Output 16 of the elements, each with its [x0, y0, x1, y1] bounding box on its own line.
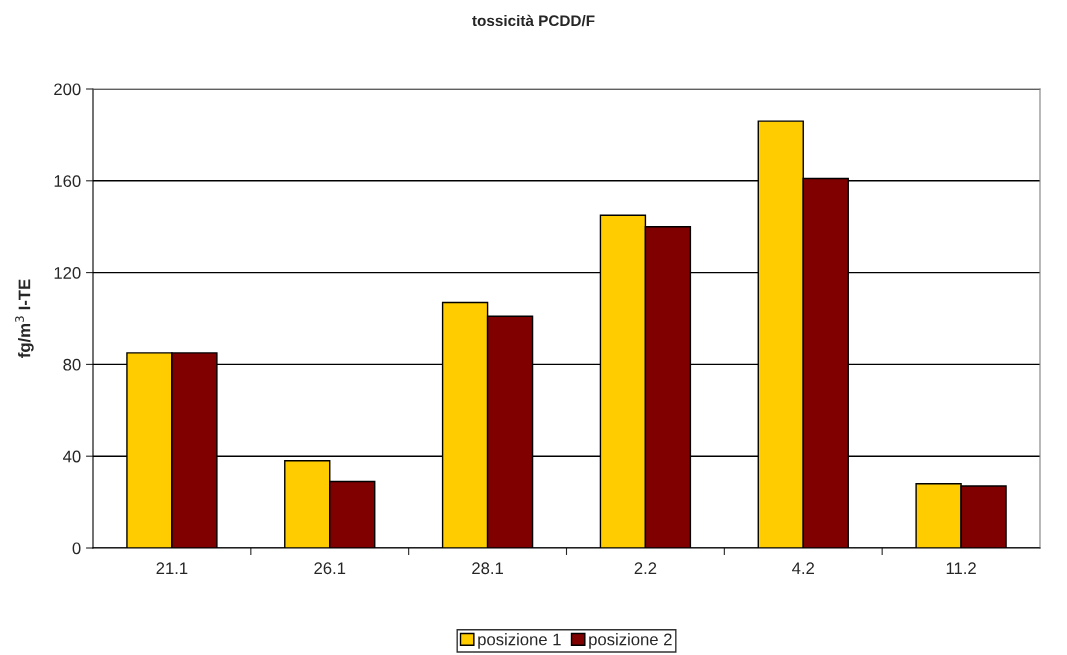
y-tick-label: 120: [54, 267, 81, 279]
x-tick-label: 21.1: [156, 562, 188, 574]
legend-label: posizione 1: [478, 633, 561, 649]
y-tick-label: 200: [54, 83, 81, 96]
y-tick-label: 160: [54, 175, 81, 187]
chart-title: tossicità PCDD/F: [472, 14, 595, 27]
legend-label: posizione 2: [589, 633, 672, 649]
x-tick-label: 28.1: [472, 562, 503, 575]
x-tick-label: 2.2: [634, 562, 657, 574]
x-tick-label: 26.1: [314, 562, 346, 575]
y-tick-label: 80: [63, 358, 81, 371]
y-tick-label: 40: [63, 450, 81, 463]
x-tick-label: 4.2: [792, 562, 814, 574]
y-axis-title: fg/m$^{3}$ I-TE: [15, 279, 34, 358]
y-tick-label: 0: [72, 542, 81, 555]
x-tick-label: 11.2: [946, 562, 976, 574]
